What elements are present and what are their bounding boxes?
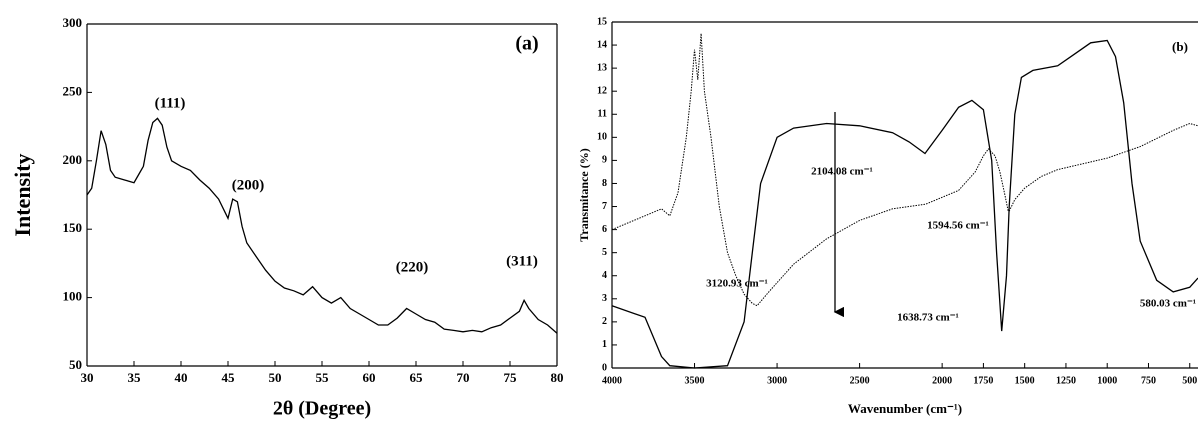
y-tick-label: 12 bbox=[597, 85, 607, 96]
y-tick-label: 200 bbox=[63, 152, 83, 167]
y-tick-label: 100 bbox=[63, 289, 83, 304]
y-tick-label: 10 bbox=[597, 132, 607, 143]
x-tick-label: 1250 bbox=[1056, 375, 1076, 386]
y-tick-label: 50 bbox=[69, 357, 82, 372]
x-tick-label: 2500 bbox=[850, 375, 870, 386]
data-line bbox=[611, 39, 1198, 369]
x-tick-label: 80 bbox=[551, 370, 564, 385]
x-tick-label: 70 bbox=[457, 370, 470, 385]
x-tick-label: 60 bbox=[363, 370, 376, 385]
x-tick-label: 1750 bbox=[973, 375, 993, 386]
y-axis-label: Intensity bbox=[10, 153, 35, 236]
x-tick-label: 30 bbox=[81, 370, 94, 385]
panel-label: (b) bbox=[1172, 39, 1188, 54]
y-tick-label: 6 bbox=[602, 224, 607, 235]
x-axis-label: Wavenumber (cm⁻¹) bbox=[848, 401, 962, 416]
y-tick-label: 0 bbox=[602, 362, 607, 373]
annotation: 3120.93 cm⁻¹ bbox=[706, 278, 768, 290]
x-tick-label: 45 bbox=[222, 370, 236, 385]
annotation: 580.03 cm⁻¹ bbox=[1140, 298, 1196, 310]
x-tick-label: 2000 bbox=[932, 375, 952, 386]
x-tick-label: 65 bbox=[410, 370, 424, 385]
x-tick-label: 75 bbox=[504, 370, 518, 385]
x-tick-label: 40 bbox=[175, 370, 188, 385]
y-tick-label: 11 bbox=[598, 109, 607, 120]
y-tick-label: 2 bbox=[602, 316, 607, 327]
y-tick-label: 8 bbox=[602, 178, 607, 189]
x-tick-label: 35 bbox=[128, 370, 142, 385]
y-tick-label: 9 bbox=[602, 155, 607, 166]
annotation: (200) bbox=[232, 177, 265, 193]
annotation: 1638.73 cm⁻¹ bbox=[897, 312, 959, 324]
y-tick-label: 14 bbox=[597, 39, 607, 50]
x-tick-label: 3500 bbox=[685, 375, 705, 386]
y-tick-label: 250 bbox=[63, 83, 83, 98]
annotation: 2104.08 cm⁻¹ bbox=[811, 166, 873, 178]
y-axis-label: Transmitance (%) bbox=[577, 148, 591, 241]
annotation: (220) bbox=[396, 259, 429, 275]
y-tick-label: 1 bbox=[602, 339, 607, 350]
y-tick-label: 13 bbox=[597, 62, 607, 73]
y-tick-label: 15 bbox=[597, 16, 607, 27]
x-tick-label: 500 bbox=[1182, 375, 1197, 386]
panel-label: (a) bbox=[515, 33, 538, 55]
y-tick-label: 4 bbox=[602, 270, 607, 281]
x-tick-label: 50 bbox=[269, 370, 282, 385]
y-tick-label: 5 bbox=[602, 247, 607, 258]
y-tick-label: 300 bbox=[63, 15, 83, 30]
x-tick-label: 1000 bbox=[1097, 375, 1117, 386]
x-tick-label: 750 bbox=[1141, 375, 1156, 386]
y-tick-label: 3 bbox=[602, 293, 607, 304]
data-line bbox=[86, 117, 558, 334]
y-tick-label: 150 bbox=[63, 220, 83, 235]
annotation: (111) bbox=[155, 95, 186, 111]
annotation: 1594.56 cm⁻¹ bbox=[927, 220, 989, 232]
x-tick-label: 55 bbox=[316, 370, 330, 385]
x-tick-label: 3000 bbox=[767, 375, 787, 386]
x-axis-label: 2θ (Degree) bbox=[273, 398, 371, 420]
data-line bbox=[611, 33, 1198, 307]
x-tick-label: 4000 bbox=[602, 375, 622, 386]
y-tick-label: 7 bbox=[602, 201, 607, 212]
annotation: (311) bbox=[506, 253, 538, 269]
x-tick-label: 1500 bbox=[1015, 375, 1035, 386]
